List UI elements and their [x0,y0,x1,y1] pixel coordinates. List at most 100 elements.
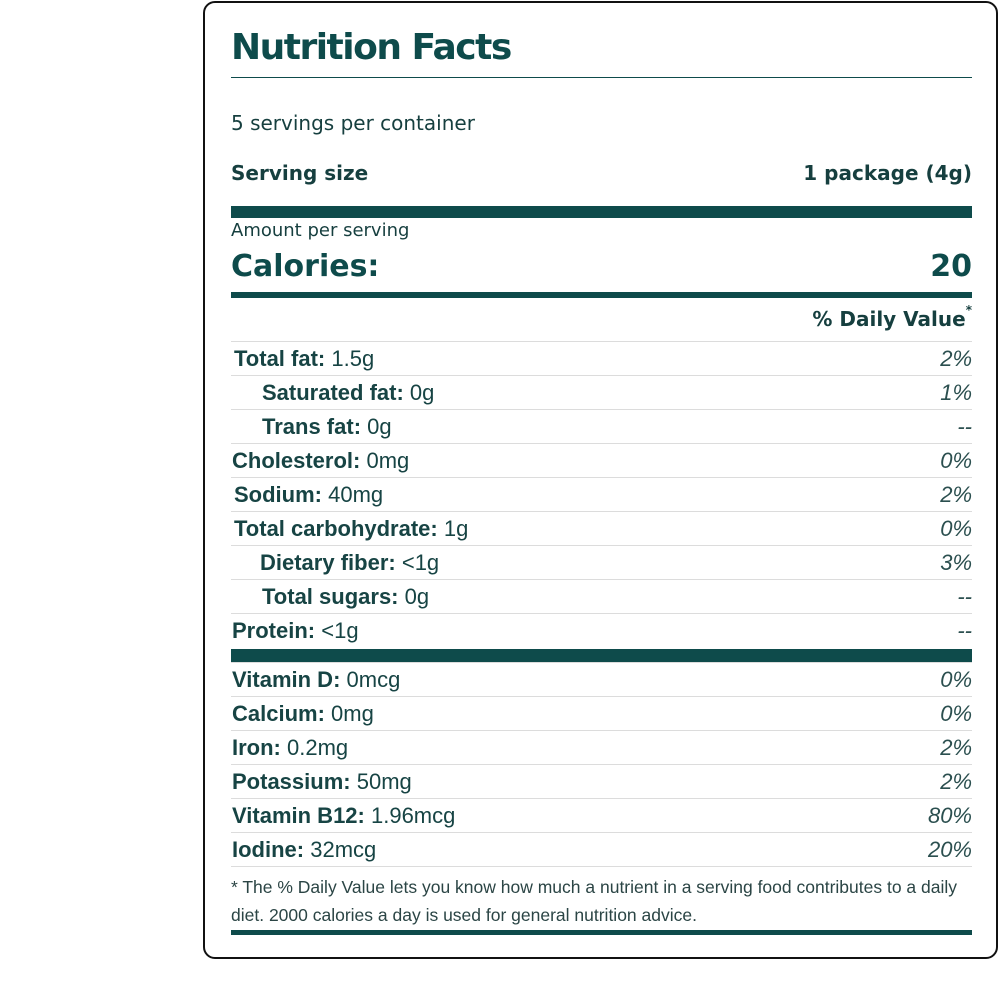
nutrient-row: Sodium: 40mg 2% [231,478,972,512]
nutrient-label: Trans fat: 0g [231,414,392,440]
nutrient-amount: 0g [409,380,435,405]
daily-value-percent: 3% [940,550,972,575]
nutrient-name: Iron: [232,735,281,760]
nutrient-name: Total carbohydrate: [234,516,438,541]
nutrient-name: Total fat: [234,346,326,371]
serving-size-label: Serving size [231,161,369,185]
nutrient-name: Total sugars: [262,584,399,609]
row-divider [231,375,972,376]
daily-value-percent: 2% [940,735,972,760]
label-title: Nutrition Facts [231,27,512,68]
nutrient-label: Total carbohydrate: 1g [231,516,468,542]
nutrient-label: Vitamin B12: 1.96mcg [231,803,455,829]
nutrient-name: Sodium: [234,482,322,507]
calories-value: 20 [930,249,972,284]
nutrient-amount: 0g [404,584,430,609]
daily-value-percent: 2% [940,482,972,507]
nutrient-amount: 32mcg [310,837,377,862]
nutrient-label: Iron: 0.2mg [231,735,348,761]
row-divider [231,764,972,765]
nutrient-label: Protein: <1g [231,618,359,644]
nutrient-amount: 0g [367,414,392,439]
nutrient-name: Saturated fat: [262,380,404,405]
nutrient-label: Saturated fat: 0g [231,380,434,406]
nutrient-label: Total sugars: 0g [231,584,429,610]
calories-row: Calories: 20 [231,249,972,284]
daily-value-percent: -- [957,584,972,609]
serving-size-row: Serving size 1 package (4g) [231,161,972,185]
nutrient-row: Calcium: 0mg 0% [231,697,972,731]
row-divider [231,730,972,731]
thick-divider-top [231,206,972,218]
calories-label: Calories: [231,249,380,284]
daily-value-percent: 1% [940,380,972,405]
row-divider [231,662,972,663]
daily-value-percent: -- [957,618,972,643]
nutrient-label: Calcium: 0mg [231,701,374,727]
nutrition-facts-card: Nutrition Facts 5 servings per container… [203,1,998,959]
daily-value-percent: 0% [940,667,972,692]
row-divider [231,613,972,614]
nutrient-name: Iodine: [232,837,305,862]
nutrient-amount: 0mcg [346,667,401,692]
nutrient-amount: 50mg [356,769,412,794]
nutrient-row: Trans fat: 0g -- [231,410,972,444]
servings-per-container: 5 servings per container [231,111,475,135]
nutrient-name: Cholesterol: [232,448,361,473]
row-divider [231,696,972,697]
nutrient-name: Trans fat: [262,414,362,439]
thick-divider-bottom [231,930,972,935]
nutrient-row: Vitamin D: 0mcg 0% [231,663,972,697]
daily-value-percent: 20% [927,837,972,862]
nutrient-name: Vitamin B12: [232,803,365,828]
medium-divider [231,292,972,298]
row-divider [231,798,972,799]
serving-size-value: 1 package (4g) [803,161,972,185]
thick-divider-vitamins [231,649,972,662]
daily-value-marker: * [965,303,972,318]
row-divider [231,579,972,580]
nutrient-row: Potassium: 50mg 2% [231,765,972,799]
title-divider [231,77,972,78]
nutrient-name: Dietary fiber: [260,550,396,575]
row-divider [231,341,972,342]
daily-value-percent: -- [957,414,972,439]
daily-value-percent: 80% [927,803,972,828]
nutrient-amount: <1g [321,618,359,643]
nutrient-row: Dietary fiber: <1g 3% [231,546,972,580]
row-divider [231,477,972,478]
nutrient-amount: 0mg [366,448,410,473]
nutrient-row: Vitamin B12: 1.96mcg 80% [231,799,972,833]
nutrient-label: Total fat: 1.5g [231,346,374,372]
row-divider [231,443,972,444]
nutrient-row: Cholesterol: 0mg 0% [231,444,972,478]
nutrient-row: Total sugars: 0g -- [231,580,972,614]
nutrient-amount: 0.2mg [287,735,349,760]
daily-value-percent: 0% [940,516,972,541]
nutrient-row: Total fat: 1.5g 2% [231,342,972,376]
row-divider [231,511,972,512]
nutrient-amount: 0mg [331,701,374,726]
nutrient-label: Iodine: 32mcg [231,837,376,863]
amount-per-serving: Amount per serving [231,220,410,241]
nutrient-label: Potassium: 50mg [231,769,412,795]
nutrient-name: Protein: [232,618,316,643]
nutrient-label: Dietary fiber: <1g [231,550,439,576]
daily-value-percent: 0% [940,701,972,726]
nutrient-name: Vitamin D: [232,667,341,692]
nutrient-row: Total carbohydrate: 1g 0% [231,512,972,546]
daily-value-percent: 0% [940,448,972,473]
daily-value-header-text: % Daily Value [812,307,966,331]
daily-value-header: % Daily Value* [812,303,972,331]
row-divider [231,545,972,546]
nutrient-row: Saturated fat: 0g 1% [231,376,972,410]
row-divider [231,866,972,867]
nutrient-label: Vitamin D: 0mcg [231,667,400,693]
row-divider [231,409,972,410]
nutrient-amount: 1g [443,516,469,541]
nutrient-label: Sodium: 40mg [231,482,383,508]
nutrient-label: Cholesterol: 0mg [231,448,409,474]
nutrient-amount: 1.5g [331,346,375,371]
daily-value-footnote: * The % Daily Value lets you know how mu… [231,877,957,925]
nutrient-amount: 40mg [328,482,384,507]
